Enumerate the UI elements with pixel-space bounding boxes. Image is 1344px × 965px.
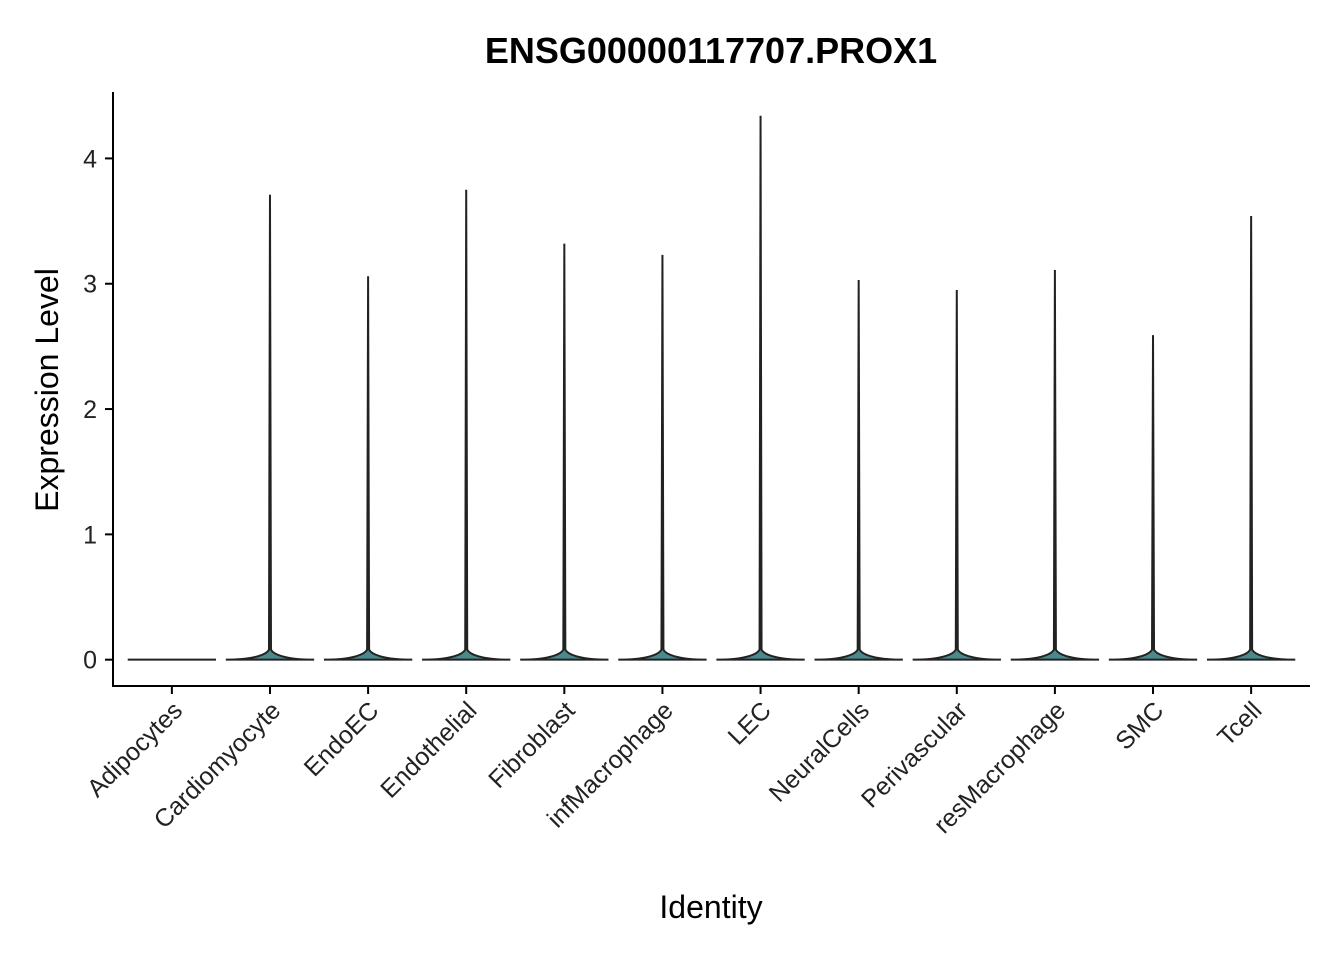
x-tick-label: LEC	[723, 696, 777, 750]
y-axis-title: Expression Level	[29, 268, 65, 512]
x-tick-label: EndoEC	[299, 696, 385, 782]
y-tick-label: 0	[83, 647, 97, 675]
y-tick-label: 4	[83, 145, 97, 173]
violin	[912, 289, 1001, 661]
violin	[225, 194, 315, 661]
violin	[814, 279, 903, 661]
violin	[323, 276, 413, 661]
violin	[422, 189, 511, 661]
violin	[1206, 216, 1296, 661]
violin	[618, 254, 707, 661]
x-tick-label: Adipocytes	[82, 696, 188, 802]
violin	[1010, 269, 1100, 661]
violin	[1108, 335, 1198, 661]
y-tick-label: 1	[83, 521, 97, 549]
chart-title: ENSG00000117707.PROX1	[485, 30, 937, 71]
violin	[520, 243, 609, 661]
y-tick-label: 3	[83, 271, 97, 299]
x-tick-label: Fibroblast	[483, 696, 580, 793]
x-axis-title: Identity	[659, 889, 762, 925]
x-tick-label: SMC	[1110, 696, 1169, 755]
violin	[716, 115, 805, 661]
y-tick-label: 2	[83, 396, 97, 424]
x-tick-label: Endothelial	[375, 696, 482, 803]
x-tick-label: Tcell	[1212, 696, 1267, 751]
